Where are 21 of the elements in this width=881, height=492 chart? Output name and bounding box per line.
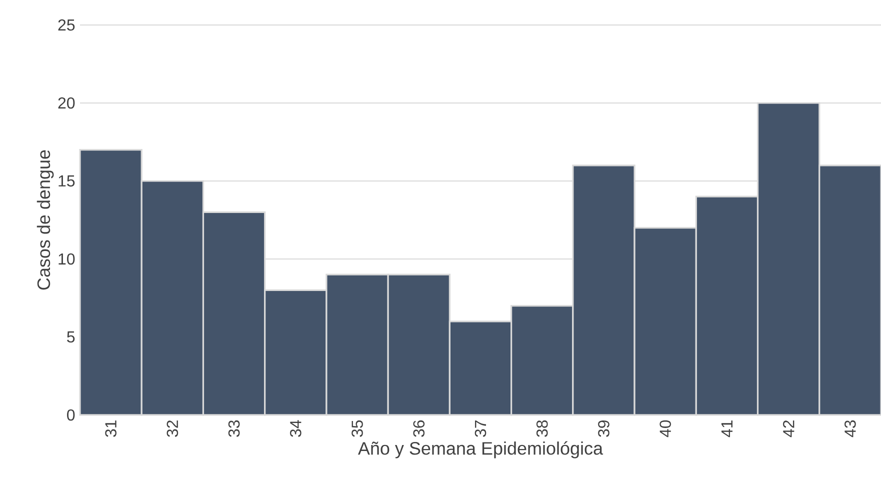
x-axis-title: Año y Semana Epidemiológica	[358, 441, 604, 458]
x-tick-label: 32	[166, 420, 178, 437]
x-tick-label: 35	[352, 420, 363, 437]
x-tick-label: 43	[844, 420, 856, 438]
x-tick-label: 33	[228, 420, 240, 437]
y-axis-title: Casos de dengue	[36, 150, 54, 290]
y-tick-label: 15	[58, 175, 75, 187]
x-tick-label: 42	[782, 420, 794, 438]
x-tick-label: 37	[474, 420, 486, 437]
x-tick-label: 38	[536, 420, 548, 437]
y-tick-label: 5	[67, 331, 75, 343]
y-tick-label: 20	[58, 97, 75, 109]
x-tick-label: 39	[598, 420, 610, 437]
x-tick-label: 36	[413, 420, 425, 437]
x-tick-label: 31	[105, 420, 116, 437]
x-tick-label: 34	[290, 420, 302, 437]
x-tick-label: 41	[721, 420, 732, 438]
x-tick-label: 40	[660, 420, 671, 438]
y-tick-label: 0	[67, 409, 75, 421]
y-tick-label: 25	[58, 19, 75, 31]
y-tick-label: 10	[58, 253, 75, 265]
